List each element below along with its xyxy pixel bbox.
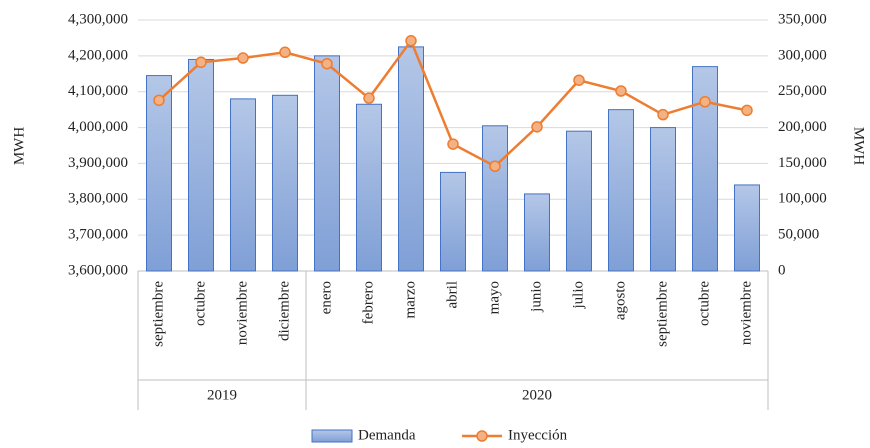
x-tick-label: enero [318, 281, 334, 314]
y-tick-label: 4,200,000 [68, 47, 128, 63]
legend-swatch-marker [476, 430, 488, 442]
line-marker [573, 74, 585, 86]
line-marker [489, 160, 501, 173]
line-marker [195, 56, 207, 69]
line-marker [699, 96, 711, 108]
line-marker [447, 138, 459, 150]
x-tick-label: julio [570, 281, 586, 310]
bar [734, 184, 760, 272]
line-marker [531, 121, 543, 133]
line-marker [321, 57, 333, 70]
x-tick-label: mayo [486, 281, 502, 314]
x-tick-label: octubre [192, 281, 208, 326]
line-marker [363, 92, 375, 104]
y-tick-label: 4,300,000 [68, 11, 128, 27]
y2-tick-label: 150,000 [778, 155, 827, 171]
x-tick-label: agosto [612, 281, 628, 320]
line-marker [153, 94, 165, 107]
x-tick-label: diciembre [276, 281, 292, 341]
x-tick-label: septiembre [150, 281, 166, 347]
x-tick-label: abril [444, 281, 460, 309]
x-tick-label: noviembre [738, 281, 754, 345]
legend-label: Demanda [358, 427, 416, 443]
bar [230, 98, 256, 272]
bar [440, 171, 466, 272]
x-tick-label: marzo [402, 281, 418, 318]
y2-tick-label: 350,000 [778, 11, 827, 27]
y-tick-label: 4,000,000 [68, 119, 128, 135]
bar [398, 46, 424, 272]
line-marker [237, 52, 249, 64]
legend-swatch [311, 429, 353, 443]
group-label: 2020 [522, 387, 552, 403]
line-marker [657, 108, 669, 121]
x-tick-label: octubre [696, 281, 712, 326]
bar [314, 55, 340, 272]
x-tick-label: febrero [360, 281, 376, 324]
line-marker [741, 104, 753, 117]
bar [566, 130, 592, 272]
bar [272, 94, 298, 272]
bar [524, 193, 550, 272]
bar [188, 58, 214, 272]
bar [146, 75, 172, 272]
line-marker [405, 35, 417, 47]
y-tick-label: 3,800,000 [68, 191, 128, 207]
legend-label: Inyección [508, 427, 568, 443]
bar [608, 109, 634, 272]
group-label: 2019 [207, 387, 237, 403]
y2-tick-label: 100,000 [778, 191, 827, 207]
y-axis-title: MWH [11, 127, 27, 165]
y2-tick-label: 50,000 [778, 227, 819, 243]
y2-tick-label: 300,000 [778, 47, 827, 63]
y-tick-label: 4,100,000 [68, 83, 128, 99]
y2-axis-title: MWH [851, 127, 867, 165]
line-marker [279, 46, 291, 59]
bar [650, 127, 676, 272]
x-tick-label: septiembre [654, 281, 670, 347]
bar [356, 103, 382, 272]
bar [482, 125, 508, 272]
y-tick-label: 3,600,000 [68, 262, 128, 278]
y2-tick-label: 250,000 [778, 83, 827, 99]
y-tick-label: 3,900,000 [68, 155, 128, 171]
y2-tick-label: 200,000 [778, 119, 827, 135]
y-tick-label: 3,700,000 [68, 227, 128, 243]
line-marker [615, 85, 627, 97]
y2-tick-label: 0 [778, 262, 786, 278]
bar [692, 66, 718, 272]
x-tick-label: noviembre [234, 281, 250, 345]
x-tick-label: junio [528, 281, 544, 313]
